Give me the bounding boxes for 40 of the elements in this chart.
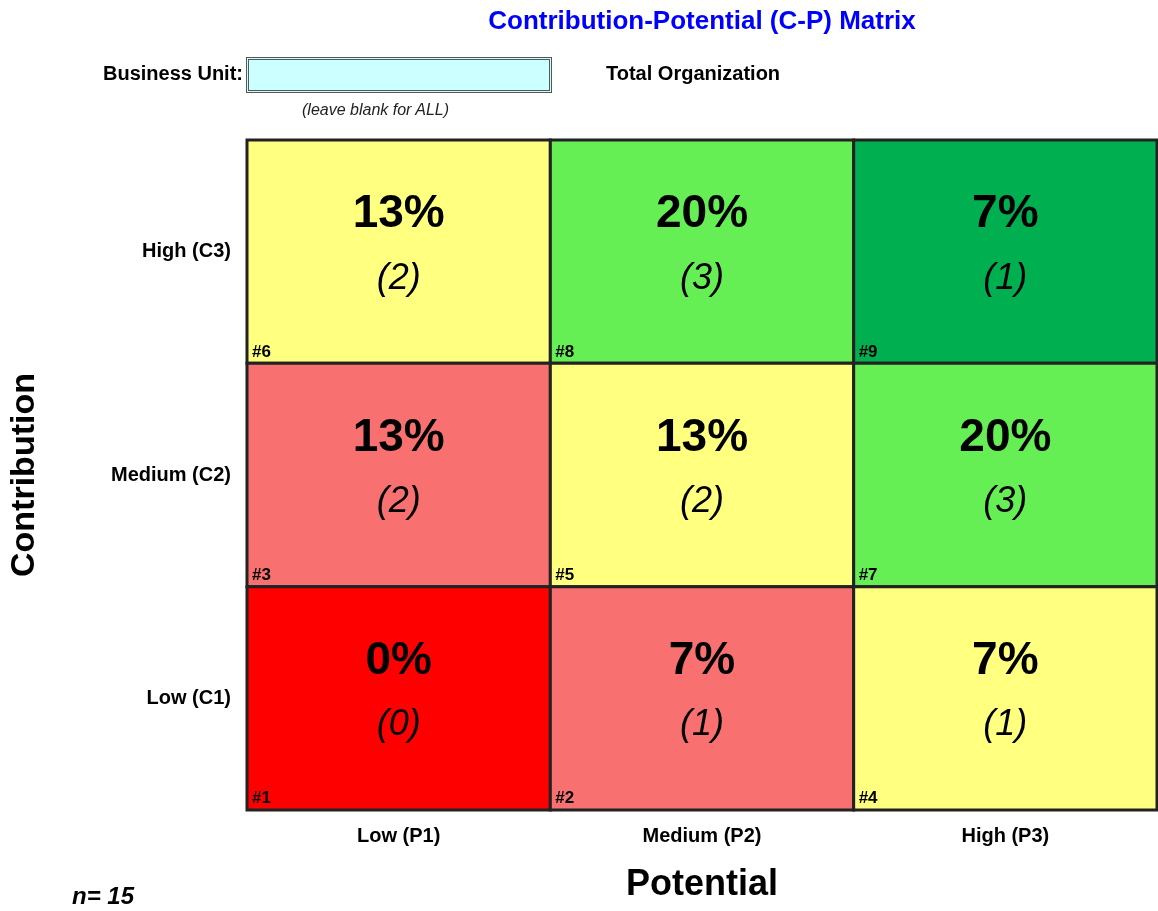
data-label: 20% bbox=[959, 408, 1052, 461]
x-axis-title: Potential bbox=[625, 862, 779, 904]
x-tick-label: Low (P1) bbox=[356, 823, 441, 846]
text: (leave blank for ALL) bbox=[302, 101, 450, 119]
data-label: 7% bbox=[972, 185, 1039, 238]
data-label: 13% bbox=[655, 408, 749, 461]
text: Business Unit: bbox=[102, 62, 243, 85]
text: n= 15 bbox=[72, 882, 135, 910]
data-label: 13% bbox=[352, 185, 445, 238]
data-label: 13% bbox=[352, 408, 445, 461]
data-label: 7% bbox=[668, 632, 736, 685]
data-label: 0% bbox=[365, 632, 432, 685]
annotation: (2) bbox=[680, 479, 724, 521]
annotation: (3) bbox=[680, 255, 724, 297]
x-tick-label: Medium (P2) bbox=[642, 823, 762, 846]
annotation: (1) bbox=[680, 702, 724, 744]
data-label: 7% bbox=[972, 632, 1039, 685]
annotation: #9 bbox=[858, 341, 878, 361]
annotation: #2 bbox=[555, 788, 575, 808]
y-tick-label: High (C3) bbox=[142, 239, 231, 262]
annotation: (0) bbox=[376, 702, 421, 744]
x-tick-label: High (P3) bbox=[961, 823, 1050, 846]
annotation: #6 bbox=[252, 341, 271, 361]
annotation: #7 bbox=[858, 564, 878, 584]
text: Total Organization bbox=[606, 62, 781, 85]
y-tick-label: Low (C1) bbox=[146, 685, 231, 708]
annotation: (2) bbox=[376, 255, 421, 297]
annotation: #1 bbox=[252, 788, 271, 808]
chart-title: Contribution-Potential (C-P) Matrix bbox=[488, 5, 917, 36]
annotation: (1) bbox=[983, 702, 1028, 744]
annotation: #5 bbox=[555, 564, 575, 584]
annotation: (1) bbox=[983, 255, 1028, 297]
annotation: (2) bbox=[376, 479, 421, 521]
y-axis-title: Contribution bbox=[2, 373, 41, 577]
data-label: 20% bbox=[655, 185, 749, 238]
annotation: #3 bbox=[252, 564, 271, 584]
annotation: #8 bbox=[555, 341, 575, 361]
y-tick-label: Medium (C2) bbox=[111, 462, 231, 485]
annotation: #4 bbox=[858, 788, 879, 808]
annotation: (3) bbox=[983, 479, 1028, 521]
